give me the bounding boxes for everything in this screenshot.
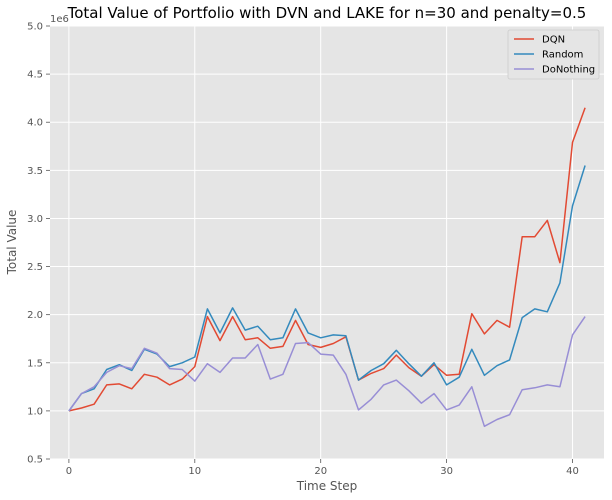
x-axis: 0 10 20 30 40 — [66, 459, 579, 477]
plot-background — [50, 26, 604, 459]
y-tick-label: 5.0 — [27, 22, 43, 33]
legend-label-donothing: DoNothing — [542, 65, 595, 76]
legend-label-dqn: DQN — [542, 35, 565, 46]
y-tick-label: 4.0 — [27, 118, 43, 129]
y-tick-label: 3.0 — [27, 214, 43, 225]
x-tick-label: 0 — [66, 466, 72, 477]
y-tick-label: 4.5 — [27, 70, 43, 81]
y-tick-label: 0.5 — [27, 455, 43, 466]
y-tick-label: 2.0 — [27, 310, 43, 321]
legend-label-random: Random — [542, 50, 583, 61]
x-tick-label: 40 — [566, 466, 579, 477]
chart-title: Total Value of Portfolio with DVN and LA… — [67, 4, 587, 22]
series-line-random — [68, 165, 586, 412]
y-tick-label: 3.5 — [27, 166, 43, 177]
series-line-dqn — [68, 107, 586, 412]
series-lines — [68, 107, 586, 428]
series-line-donothing — [68, 316, 586, 428]
y-tick-label: 1.0 — [27, 406, 43, 417]
y-axis: 0.5 1.0 1.5 2.0 2.5 3.0 3.5 4.0 4.5 5.0 — [27, 22, 50, 466]
legend: DQN Random DoNothing — [507, 29, 600, 80]
x-tick-label: 10 — [188, 466, 201, 477]
x-axis-label: Time Step — [296, 479, 358, 493]
y-tick-label: 1.5 — [27, 358, 43, 369]
grid — [50, 25, 604, 460]
x-tick-label: 20 — [314, 466, 327, 477]
y-tick-label: 2.5 — [27, 262, 43, 273]
y-axis-label: Total Value — [5, 210, 19, 276]
x-tick-label: 30 — [440, 466, 453, 477]
legend-box — [507, 29, 600, 80]
y-offset-label: 1e6 — [50, 14, 69, 25]
